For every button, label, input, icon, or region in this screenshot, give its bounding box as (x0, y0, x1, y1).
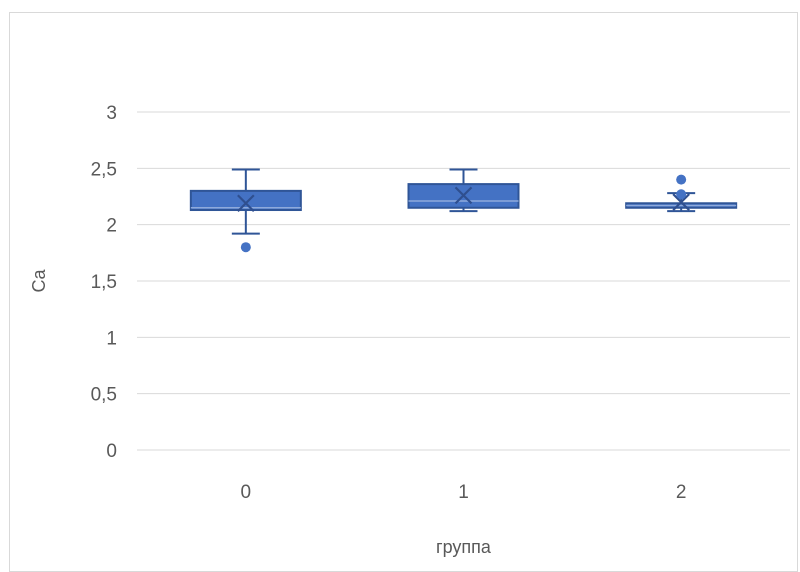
box-group-0 (189, 168, 302, 253)
y-tick-label: 0,5 (91, 385, 117, 406)
y-tick-label: 2 (106, 216, 117, 237)
mean-marker (454, 186, 473, 205)
box-iqr (189, 189, 302, 212)
x-tick-label: 0 (241, 482, 252, 503)
y-tick-label: 3 (106, 103, 117, 124)
mean-marker (672, 193, 690, 211)
gridlines (137, 111, 790, 451)
box-series (189, 168, 738, 253)
outlier-point (676, 174, 687, 185)
box-group-1 (407, 168, 520, 213)
outlier-point (240, 242, 251, 253)
x-tick-label: 2 (676, 482, 687, 503)
y-tick-label: 0 (106, 441, 117, 462)
x-axis-title: группа (436, 537, 492, 557)
chart-frame (9, 12, 798, 572)
y-tick-label: 1,5 (91, 272, 117, 293)
outlier-point (676, 189, 687, 200)
box-group-2 (625, 174, 738, 213)
mean-marker (237, 194, 255, 213)
x-tick-label: 1 (458, 482, 469, 503)
y-axis-title: Ca (29, 269, 49, 293)
y-tick-labels: 0 0,5 1 1,5 2 2,5 3 (91, 103, 117, 462)
y-tick-label: 2,5 (91, 159, 117, 180)
x-tick-labels: 0 1 2 (241, 482, 687, 503)
y-tick-label: 1 (106, 328, 117, 349)
